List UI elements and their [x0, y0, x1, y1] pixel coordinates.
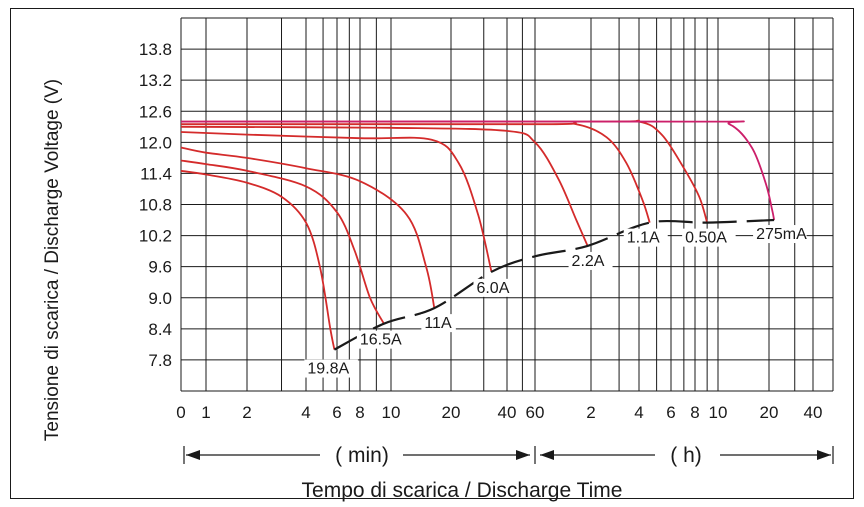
curve-label-bg	[356, 330, 411, 349]
curve-label: 2.2A	[572, 253, 605, 270]
curve-label-bg	[682, 228, 736, 247]
x-tick-label: 4	[634, 403, 643, 422]
x-tick-label: 4	[301, 403, 310, 422]
x-axis-label: Tempo di scarica / Discharge Time	[302, 479, 623, 502]
x-tick-label: 20	[760, 403, 779, 422]
discharge-curve-275ma	[180, 120, 775, 221]
y-tick-label: 10.2	[139, 227, 172, 246]
x-tick-label: 6	[666, 403, 675, 422]
discharge-curve-2-2a	[180, 125, 589, 247]
discharge-curve-0-50a	[181, 119, 708, 223]
time-unit-arrows: ( min) ( h)	[183, 444, 834, 467]
y-tick-label: 10.8	[139, 196, 172, 215]
y-tick-label: 9.6	[148, 258, 172, 277]
x-tick-label: 40	[498, 403, 517, 422]
x-tick-label: 8	[690, 403, 699, 422]
y-axis-label: Tensione di scarica / Discharge Voltage …	[42, 79, 63, 441]
hours-unit-label: ( h)	[670, 444, 702, 467]
y-tick-label: 13.8	[139, 40, 172, 59]
discharge-curve-16-5a	[180, 159, 385, 325]
y-tick-label: 11.4	[140, 164, 172, 183]
grid	[180, 17, 834, 392]
curve-label: 1.1A	[627, 230, 660, 247]
curve-label-bg	[473, 278, 518, 297]
x-tick-label: 2	[242, 403, 251, 422]
curve-label: 275mA	[756, 226, 807, 243]
curve-label: 0.50A	[685, 230, 727, 247]
discharge-curve-6-0a	[180, 131, 493, 273]
x-tick-label: 60	[526, 403, 545, 422]
x-tick-labels: 0 1 2 4 6 8 10 20 40 60 2 4 6 8 10 20 40	[176, 403, 822, 422]
x-tick-label: 0	[176, 403, 185, 422]
discharge-curve-1-1a	[181, 122, 651, 223]
discharge-curves	[180, 119, 775, 350]
curve-label: 16.5A	[360, 332, 402, 349]
y-tick-label: 9.0	[148, 289, 172, 308]
y-tick-label: 12.6	[139, 102, 172, 121]
x-tick-label: 10	[382, 403, 401, 422]
curve-label-bg	[753, 225, 807, 244]
curve-label-bg	[623, 228, 668, 247]
curve-label-bg	[421, 314, 456, 333]
discharge-curve-19-8a	[180, 169, 336, 350]
discharge-curve-11a	[180, 146, 436, 309]
x-tick-label: 6	[332, 403, 341, 422]
curve-label: 19.8A	[307, 361, 349, 378]
chart-frame	[10, 8, 854, 499]
y-tick-label: 8.4	[148, 320, 172, 339]
y-tick-labels: 7.8 8.4 9.0 9.6 10.2 10.8 11.4 12.0 12.6 13.2 13.8	[139, 40, 172, 370]
minutes-unit-label: ( min)	[335, 444, 389, 467]
endpoint-curve	[333, 218, 775, 351]
arrow-head	[817, 450, 831, 460]
curve-label: 6.0A	[476, 280, 509, 297]
arrow-head	[516, 450, 530, 460]
y-tick-label: 7.8	[148, 351, 172, 370]
x-tick-label: 2	[586, 403, 595, 422]
x-tick-label: 20	[442, 403, 461, 422]
curve-labels: 19.8A 16.5A 11A 6.0A 2.2A 1.1A 0.50A 275mA	[304, 225, 807, 378]
x-tick-label: 10	[709, 403, 728, 422]
x-tick-label: 40	[804, 403, 823, 422]
final-voltage-line	[333, 218, 775, 351]
curve-label-bg	[304, 359, 358, 378]
arrow-head	[186, 450, 200, 460]
curve-label-bg	[568, 251, 613, 270]
x-tick-label: 1	[201, 403, 210, 422]
arrow-head	[540, 450, 554, 460]
x-tick-label: 8	[355, 403, 364, 422]
y-tick-label: 12.0	[139, 133, 172, 152]
curve-label: 11A	[424, 315, 452, 332]
y-tick-label: 13.2	[139, 71, 172, 90]
